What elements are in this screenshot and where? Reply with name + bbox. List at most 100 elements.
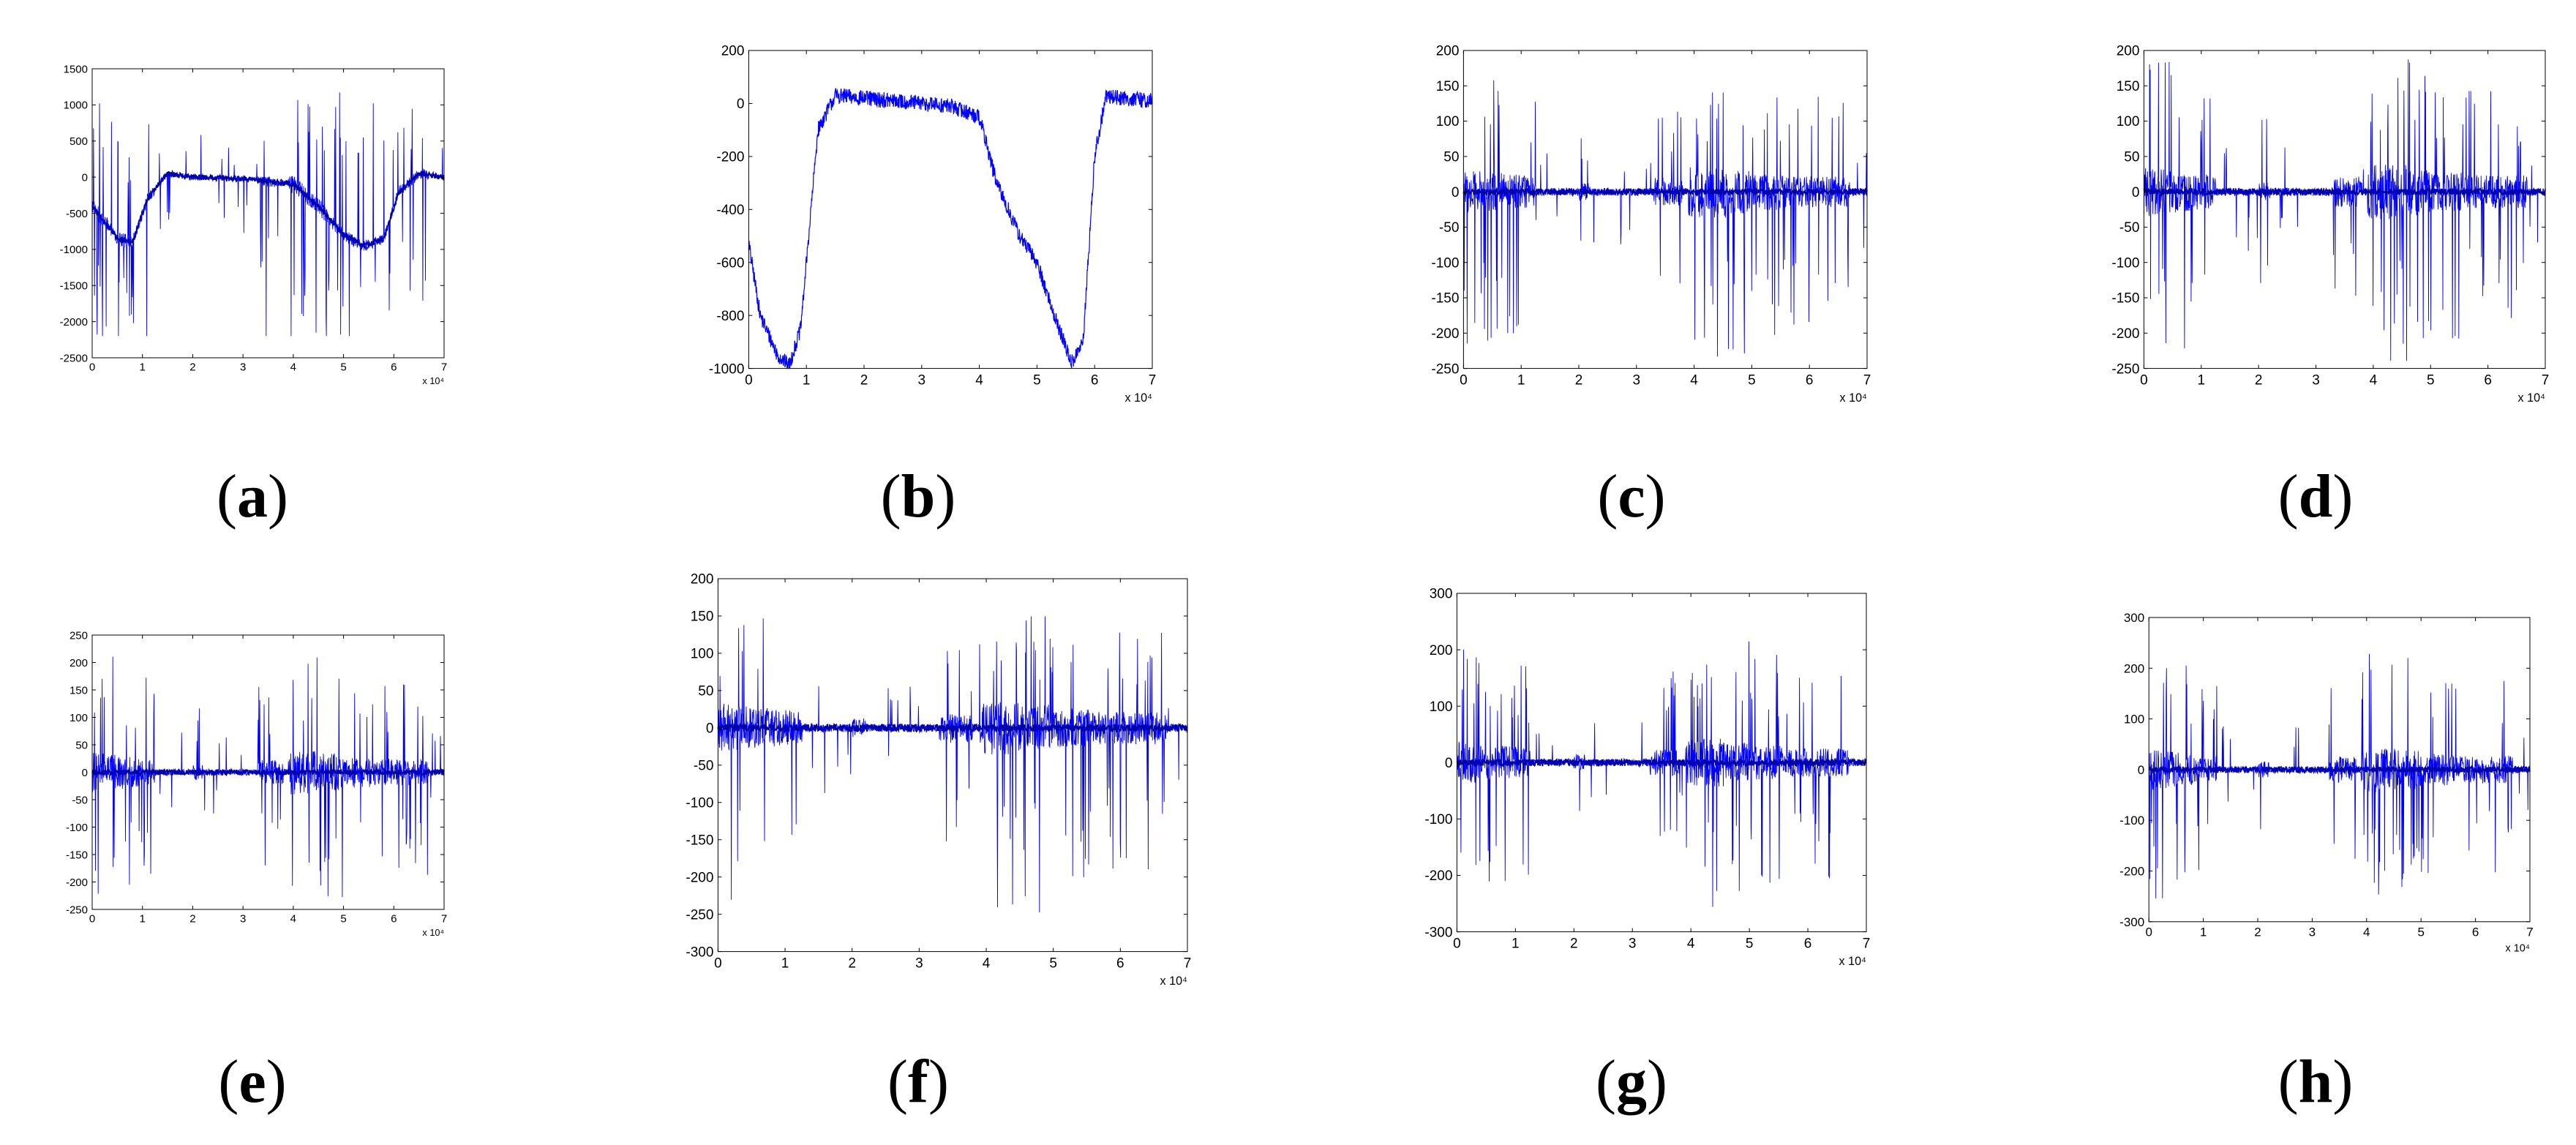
- y-tick-label: -1000: [60, 244, 88, 256]
- x-tick-label: 4: [1687, 936, 1695, 951]
- y-tick-label: -400: [716, 203, 744, 218]
- caption-letter: e: [239, 1048, 266, 1116]
- x-tick-label: 3: [2312, 372, 2320, 388]
- x-tick-label: 7: [1863, 372, 1871, 388]
- chart-panel-g: 0 1 2 3 4 5 6 7 x 10⁴ 300 200 100 0 -100 -200 -300: [1407, 587, 1874, 969]
- x-tick-label: 1: [1512, 936, 1520, 951]
- x-tick-label: 0: [1460, 372, 1468, 388]
- x-tick-label: 5: [2427, 372, 2435, 388]
- y-tick-label: -100: [1424, 812, 1452, 827]
- y-tick-label: 150: [70, 684, 88, 697]
- caption-close-paren: ): [935, 462, 956, 530]
- y-tick-label: -100: [66, 822, 88, 834]
- x-exponent-label: x 10⁴: [1125, 391, 1153, 405]
- y-tick-label: -50: [694, 758, 713, 773]
- x-tick-label: 5: [1033, 372, 1041, 388]
- chart-h: 0 1 2 3 4 5 6 7 x 10⁴ 300 200 100 0 -100 -200 -300: [2119, 611, 2534, 955]
- series-baseline: [2148, 764, 2531, 775]
- x-tick-label: 1: [2200, 925, 2207, 939]
- y-tick-label: -500: [66, 208, 88, 220]
- y-tick-label: -300: [2119, 915, 2144, 929]
- y-tick-label: 200: [2124, 661, 2144, 675]
- axes-box: [2143, 50, 2546, 369]
- y-tick-label: -100: [2119, 814, 2144, 827]
- y-tick-label: -200: [686, 870, 713, 885]
- x-tick-label: 7: [1149, 372, 1157, 388]
- y-tick-label: 0: [82, 171, 88, 184]
- x-tick-label: 1: [1517, 372, 1525, 388]
- x-tick-label: 1: [803, 372, 811, 388]
- caption-open-paren: (: [218, 1048, 239, 1116]
- caption-open-paren: (: [1596, 1048, 1616, 1116]
- x-tick-label: 7: [2526, 925, 2533, 939]
- y-tick-label: -200: [2119, 864, 2144, 878]
- x-tick-label: 7: [441, 912, 447, 925]
- series-line: [1462, 80, 1868, 357]
- y-tick-label: 300: [2124, 611, 2144, 625]
- chart-panel-h: 0 1 2 3 4 5 6 7 x 10⁴ 300 200 100 0 -100 -200 -300: [2104, 611, 2537, 955]
- y-tick-label: -150: [1431, 291, 1459, 307]
- y-tick-label: -100: [2111, 255, 2139, 271]
- x-tick-label: 2: [1570, 936, 1578, 951]
- x-tick-label: 4: [2363, 925, 2370, 939]
- y-tick-label: 100: [1436, 114, 1460, 129]
- x-tick-label: 4: [983, 956, 991, 971]
- y-tick-label: -800: [716, 309, 744, 324]
- y-tick-label: 500: [70, 135, 88, 148]
- panel-caption-a: (a): [179, 461, 326, 532]
- series-baseline: [1456, 757, 1867, 768]
- x-tick-label: 5: [1748, 372, 1756, 388]
- y-tick-label: 0: [82, 767, 88, 779]
- caption-open-paren: (: [1597, 462, 1618, 530]
- x-tick-label: 1: [140, 361, 146, 373]
- x-tick-label: 3: [240, 361, 246, 373]
- y-tick-label: 100: [1430, 699, 1453, 715]
- x-tick-label: 6: [391, 361, 397, 373]
- x-tick-label: 5: [1746, 936, 1754, 951]
- panel-caption-h: (h): [2242, 1046, 2389, 1117]
- y-tick-label: -50: [1439, 220, 1459, 236]
- y-tick-label: 200: [721, 44, 745, 59]
- x-tick-label: 7: [2542, 372, 2550, 388]
- series-line: [717, 616, 1188, 912]
- x-tick-label: 3: [2309, 925, 2316, 939]
- axes-box: [748, 50, 1153, 369]
- caption-open-paren: (: [217, 462, 237, 530]
- y-tick-label: 1500: [64, 63, 88, 75]
- y-tick-label: -200: [1424, 868, 1452, 884]
- x-exponent-label: x 10⁴: [1840, 391, 1868, 405]
- x-tick-label: 7: [1184, 956, 1192, 971]
- y-tick-label: -50: [2119, 220, 2139, 236]
- chart-panel-d: 0 1 2 3 4 5 6 7 x 10⁴ 200 150 100 50 0 -50 -100 -150 -200…: [2094, 44, 2553, 405]
- x-tick-label: 1: [140, 912, 146, 925]
- x-tick-label: 2: [2254, 925, 2261, 939]
- caption-open-paren: (: [880, 462, 901, 530]
- chart-panel-e: 0 1 2 3 4 5 6 7 x 10⁴ 250 200 150 100 50 0 -50 -100 -150 -…: [53, 629, 451, 938]
- x-tick-label: 2: [860, 372, 868, 388]
- series-baseline: [1462, 186, 1868, 198]
- y-tick-label: -200: [66, 876, 88, 889]
- x-tick-label: 4: [975, 372, 983, 388]
- caption-close-paren: ): [928, 1048, 949, 1116]
- x-exponent-label: x 10⁴: [422, 375, 444, 386]
- y-tick-label: 50: [698, 684, 713, 699]
- caption-close-paren: ): [1645, 462, 1666, 530]
- y-tick-label: -1000: [709, 361, 745, 377]
- x-tick-label: 6: [391, 912, 397, 925]
- y-tick-label: -200: [1431, 326, 1459, 342]
- series-baseline: [91, 169, 445, 249]
- chart-d: 0 1 2 3 4 5 6 7 x 10⁴ 200 150 100 50 0 -50 -100 -150 -200…: [2111, 44, 2550, 405]
- y-tick-label: 50: [1443, 150, 1459, 165]
- caption-close-paren: ): [266, 1048, 287, 1116]
- x-exponent-label: x 10⁴: [2518, 391, 2546, 405]
- y-tick-label: 0: [737, 97, 745, 112]
- x-exponent-label: x 10⁴: [2506, 943, 2531, 955]
- x-tick-label: 6: [1091, 372, 1099, 388]
- y-tick-label: 0: [1452, 185, 1460, 200]
- x-tick-label: 7: [441, 361, 447, 373]
- y-tick-label: 50: [2124, 150, 2139, 165]
- y-tick-label: -150: [66, 849, 88, 861]
- panel-caption-c: (c): [1558, 461, 1705, 532]
- series-line: [748, 87, 1153, 369]
- x-tick-label: 0: [1453, 936, 1461, 951]
